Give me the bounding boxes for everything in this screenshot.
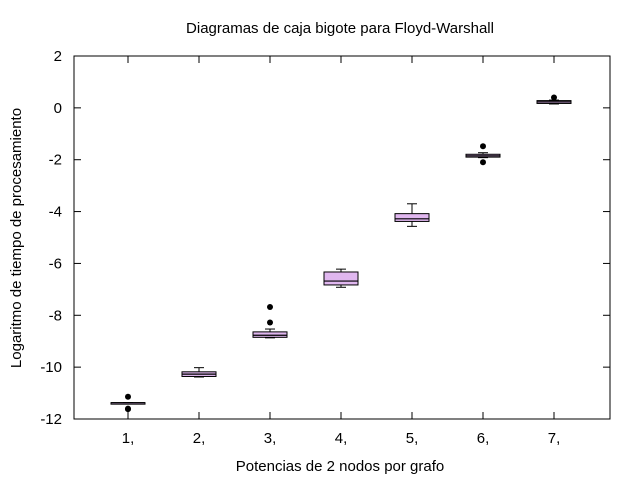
x-tick-label: 5, bbox=[406, 430, 419, 447]
x-tick-label: 4, bbox=[335, 430, 348, 447]
x-axis-label: Potencias de 2 nodos por grafo bbox=[236, 458, 444, 475]
x-tick-label: 1, bbox=[122, 430, 135, 447]
x-tick-label: 7, bbox=[548, 430, 561, 447]
y-tick-label: -6 bbox=[49, 255, 62, 272]
chart-title: Diagramas de caja bigote para Floyd-Wars… bbox=[186, 20, 494, 37]
y-tick-label: -4 bbox=[49, 204, 62, 221]
outlier-point bbox=[480, 159, 486, 166]
x-tick-label: 2, bbox=[193, 430, 206, 447]
outlier-point bbox=[267, 319, 273, 326]
box-plot-6 bbox=[465, 143, 501, 166]
x-tick-label: 3, bbox=[264, 430, 277, 447]
x-axis: 1, 2, 3, 4, 5, 6, 7, bbox=[122, 56, 561, 447]
y-tick-label: -12 bbox=[40, 411, 62, 428]
box-plot-2 bbox=[181, 367, 217, 378]
y-tick-label: -2 bbox=[49, 152, 62, 169]
outlier-point bbox=[551, 94, 557, 101]
y-axis-label: Logaritmo de tiempo de procesamiento bbox=[8, 108, 25, 368]
y-tick-label: 0 bbox=[54, 100, 62, 117]
box-plot-3 bbox=[252, 303, 288, 339]
box-plot-1 bbox=[110, 393, 146, 413]
y-tick-label: -10 bbox=[40, 359, 62, 376]
outlier-point bbox=[125, 406, 131, 413]
outlier-point bbox=[125, 393, 131, 400]
y-tick-label: -8 bbox=[49, 307, 62, 324]
y-tick-label: 2 bbox=[54, 48, 62, 65]
box-plot-7 bbox=[536, 94, 572, 105]
x-tick-label: 6, bbox=[477, 430, 490, 447]
plot-frame bbox=[73, 55, 611, 420]
box-plot-4 bbox=[323, 268, 359, 288]
box-iqr bbox=[394, 213, 430, 222]
box-series bbox=[110, 94, 572, 413]
outlier-point bbox=[267, 303, 273, 310]
box-iqr bbox=[252, 331, 288, 338]
box-iqr bbox=[323, 271, 359, 286]
y-axis: 2 0 -2 -4 -6 -8 -10 -12 bbox=[40, 48, 610, 428]
box-plot-5 bbox=[394, 203, 430, 227]
outlier-point bbox=[480, 143, 486, 150]
